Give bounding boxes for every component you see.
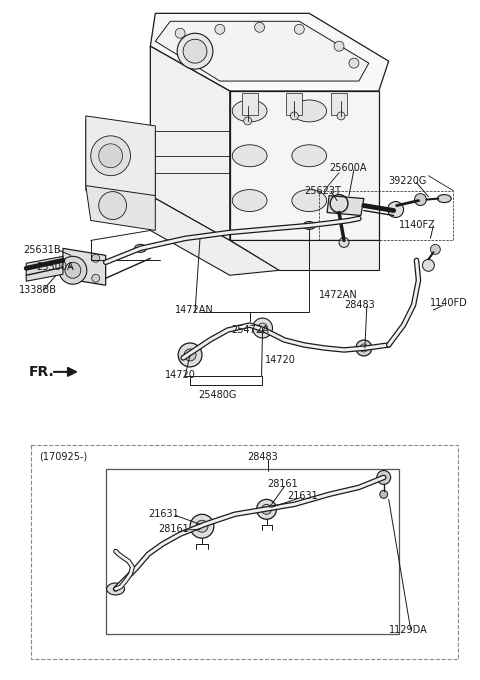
Polygon shape (230, 241, 379, 270)
Circle shape (65, 262, 81, 278)
Ellipse shape (232, 145, 267, 167)
Text: 1472AN: 1472AN (175, 305, 214, 315)
Polygon shape (26, 256, 63, 282)
Circle shape (349, 58, 359, 68)
Text: 1140FZ: 1140FZ (398, 220, 435, 231)
Polygon shape (150, 196, 279, 275)
Text: 21631: 21631 (148, 509, 179, 520)
Polygon shape (327, 196, 364, 216)
Circle shape (257, 499, 276, 520)
Text: 25623T: 25623T (304, 186, 341, 196)
Text: 25500A: 25500A (36, 262, 74, 272)
Circle shape (415, 194, 426, 205)
Polygon shape (86, 116, 156, 201)
Polygon shape (150, 14, 389, 91)
Text: 1129DA: 1129DA (389, 625, 427, 635)
Ellipse shape (232, 190, 267, 211)
Circle shape (431, 244, 440, 254)
Circle shape (377, 471, 391, 484)
Text: 25472A: 25472A (231, 325, 268, 335)
Circle shape (356, 340, 372, 356)
Circle shape (99, 143, 122, 168)
Text: 28483: 28483 (248, 452, 278, 462)
Circle shape (92, 254, 100, 262)
Ellipse shape (91, 164, 120, 182)
Ellipse shape (292, 145, 326, 167)
Ellipse shape (292, 190, 326, 211)
Circle shape (262, 505, 272, 514)
Circle shape (184, 349, 196, 361)
Circle shape (175, 29, 185, 38)
Circle shape (360, 344, 368, 352)
Ellipse shape (303, 222, 315, 229)
Ellipse shape (232, 100, 267, 122)
Ellipse shape (91, 130, 120, 148)
Circle shape (99, 192, 127, 220)
Circle shape (183, 39, 207, 63)
Circle shape (254, 22, 264, 32)
Circle shape (215, 24, 225, 34)
Text: 28161: 28161 (158, 524, 189, 534)
Circle shape (59, 256, 87, 284)
Circle shape (258, 323, 267, 333)
Circle shape (196, 520, 208, 532)
Text: 28161: 28161 (267, 479, 298, 490)
Circle shape (178, 343, 202, 367)
Polygon shape (156, 21, 369, 81)
Text: 25600A: 25600A (329, 163, 367, 173)
Bar (31, 445, 458, 659)
Circle shape (252, 318, 273, 338)
Bar (319, 190, 453, 241)
Circle shape (92, 274, 100, 282)
Text: 25480G: 25480G (199, 390, 237, 400)
Text: 1472AN: 1472AN (319, 290, 358, 300)
Circle shape (190, 514, 214, 538)
Bar (287, 93, 302, 115)
Ellipse shape (91, 147, 120, 165)
Ellipse shape (96, 133, 116, 145)
Circle shape (388, 201, 404, 218)
Circle shape (91, 136, 131, 175)
Circle shape (290, 112, 298, 120)
Text: 25631B: 25631B (23, 245, 61, 256)
Ellipse shape (292, 100, 326, 122)
Circle shape (337, 112, 345, 120)
Circle shape (380, 490, 388, 498)
Bar (331, 93, 347, 115)
Polygon shape (230, 91, 379, 241)
Ellipse shape (96, 150, 116, 162)
Circle shape (177, 33, 213, 69)
Polygon shape (86, 186, 156, 231)
Text: 14720: 14720 (165, 370, 196, 380)
Text: 14720: 14720 (264, 355, 295, 365)
Circle shape (339, 237, 349, 248)
Polygon shape (150, 46, 230, 241)
Text: 21631: 21631 (288, 492, 318, 501)
Text: 39220G: 39220G (389, 175, 427, 186)
Bar (106, 469, 398, 634)
Text: (170925-): (170925-) (39, 452, 87, 462)
Ellipse shape (96, 167, 116, 179)
Circle shape (422, 259, 434, 271)
Text: 28483: 28483 (344, 300, 375, 310)
Ellipse shape (107, 583, 124, 595)
Text: 1338BB: 1338BB (19, 285, 57, 295)
Bar (242, 93, 258, 115)
Ellipse shape (134, 244, 146, 252)
Circle shape (334, 41, 344, 51)
Circle shape (244, 117, 252, 125)
Circle shape (294, 24, 304, 34)
Text: 1140FD: 1140FD (431, 298, 468, 308)
Polygon shape (63, 248, 106, 285)
Ellipse shape (437, 194, 451, 203)
Polygon shape (86, 121, 156, 196)
Text: FR.: FR. (29, 365, 55, 379)
